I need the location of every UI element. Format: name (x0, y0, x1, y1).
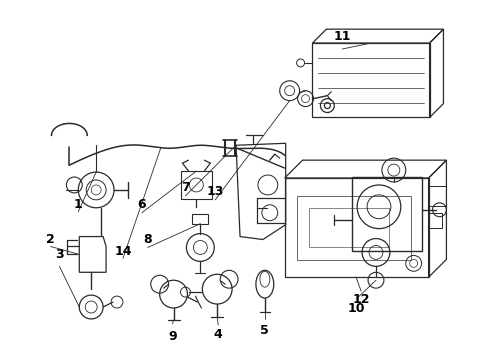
Text: 1: 1 (74, 198, 83, 211)
Text: 4: 4 (214, 328, 222, 341)
Bar (296, 196, 411, 260)
Bar (429, 186, 446, 206)
Text: 5: 5 (261, 324, 269, 337)
Bar (429, 213, 442, 228)
Bar (313, 43, 430, 117)
Text: 12: 12 (352, 293, 370, 306)
Text: 13: 13 (207, 185, 224, 198)
Bar (285, 178, 429, 277)
Bar (352, 177, 421, 251)
Text: 8: 8 (144, 233, 152, 246)
Bar (310, 208, 389, 247)
Bar (180, 171, 212, 199)
Text: 14: 14 (114, 245, 132, 258)
Text: 11: 11 (334, 30, 351, 42)
Text: 3: 3 (55, 248, 64, 261)
Bar (193, 214, 208, 224)
Text: 2: 2 (46, 233, 55, 246)
Text: 10: 10 (347, 302, 365, 315)
Text: 6: 6 (138, 198, 146, 211)
Text: 9: 9 (168, 330, 177, 343)
Text: 7: 7 (181, 181, 190, 194)
